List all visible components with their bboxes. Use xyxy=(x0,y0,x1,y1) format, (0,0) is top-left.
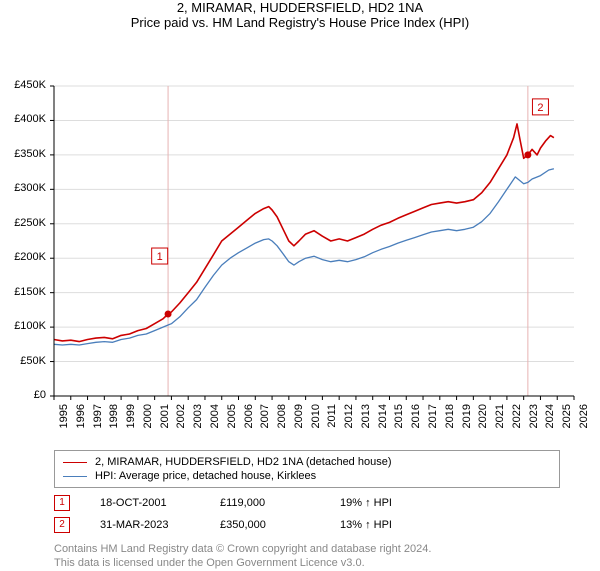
x-tick-label: 1998 xyxy=(108,404,120,434)
legend: 2, MIRAMAR, HUDDERSFIELD, HD2 1NA (detac… xyxy=(54,450,560,488)
x-tick-label: 1997 xyxy=(92,404,104,434)
x-tick-label: 2010 xyxy=(310,404,322,434)
y-tick-label: £350K xyxy=(0,148,46,160)
x-tick-label: 2020 xyxy=(477,404,489,434)
y-tick-label: £300K xyxy=(0,182,46,194)
chart-subtitle: Price paid vs. HM Land Registry's House … xyxy=(0,15,600,30)
x-tick-label: 2016 xyxy=(410,404,422,434)
x-tick-label: 2022 xyxy=(511,404,523,434)
y-tick-label: £450K xyxy=(0,79,46,91)
footnote-line: Contains HM Land Registry data © Crown c… xyxy=(54,542,560,556)
x-tick-label: 2015 xyxy=(393,404,405,434)
x-tick-label: 2000 xyxy=(142,404,154,434)
event-price: £119,000 xyxy=(220,497,310,509)
legend-item: 2, MIRAMAR, HUDDERSFIELD, HD2 1NA (detac… xyxy=(63,455,551,469)
legend-swatch xyxy=(63,476,87,477)
x-tick-label: 2018 xyxy=(444,404,456,434)
x-tick-label: 2017 xyxy=(427,404,439,434)
legend-item: HPI: Average price, detached house, Kirk… xyxy=(63,469,551,483)
x-tick-label: 2004 xyxy=(209,404,221,434)
y-tick-label: £0 xyxy=(0,389,46,401)
svg-text:2: 2 xyxy=(537,102,543,114)
footnote: Contains HM Land Registry data © Crown c… xyxy=(54,542,560,571)
x-tick-label: 2024 xyxy=(544,404,556,434)
legend-swatch xyxy=(63,462,87,463)
y-tick-label: £100K xyxy=(0,320,46,332)
x-tick-label: 2012 xyxy=(343,404,355,434)
y-tick-label: £250K xyxy=(0,217,46,229)
x-tick-label: 2013 xyxy=(360,404,372,434)
x-tick-label: 1995 xyxy=(58,404,70,434)
x-tick-label: 2005 xyxy=(226,404,238,434)
event-delta: 13% ↑ HPI xyxy=(340,519,430,531)
x-tick-label: 2021 xyxy=(494,404,506,434)
svg-text:1: 1 xyxy=(157,251,163,263)
x-tick-label: 2001 xyxy=(159,404,171,434)
x-tick-label: 2007 xyxy=(259,404,271,434)
x-tick-label: 2011 xyxy=(326,404,338,434)
x-tick-label: 2009 xyxy=(293,404,305,434)
event-marker: 2 xyxy=(54,517,70,533)
event-row: 2 31-MAR-2023 £350,000 13% ↑ HPI xyxy=(54,514,560,536)
x-tick-label: 2014 xyxy=(377,404,389,434)
y-tick-label: £50K xyxy=(0,355,46,367)
event-price: £350,000 xyxy=(220,519,310,531)
event-date: 18-OCT-2001 xyxy=(100,497,190,509)
event-marker: 1 xyxy=(54,495,70,511)
y-tick-label: £200K xyxy=(0,251,46,263)
event-delta: 19% ↑ HPI xyxy=(340,497,430,509)
legend-label: 2, MIRAMAR, HUDDERSFIELD, HD2 1NA (detac… xyxy=(95,456,392,468)
event-list: 1 18-OCT-2001 £119,000 19% ↑ HPI 2 31-MAR-202… xyxy=(54,492,560,536)
event-row: 1 18-OCT-2001 £119,000 19% ↑ HPI xyxy=(54,492,560,514)
event-date: 31-MAR-2023 xyxy=(100,519,190,531)
x-tick-label: 2008 xyxy=(276,404,288,434)
x-tick-label: 2026 xyxy=(578,404,590,434)
x-tick-label: 2002 xyxy=(175,404,187,434)
x-tick-label: 2003 xyxy=(192,404,204,434)
x-tick-label: 2023 xyxy=(528,404,540,434)
x-tick-label: 2006 xyxy=(243,404,255,434)
y-tick-label: £400K xyxy=(0,113,46,125)
x-tick-label: 2025 xyxy=(561,404,573,434)
chart-svg: 12 xyxy=(0,36,600,408)
x-tick-label: 1999 xyxy=(125,404,137,434)
y-tick-label: £150K xyxy=(0,286,46,298)
footnote-line: This data is licensed under the Open Gov… xyxy=(54,556,560,570)
chart-plot-wrap: 12 £0£50K£100K£150K£200K£250K£300K£350K£… xyxy=(0,36,600,444)
chart-title: 2, MIRAMAR, HUDDERSFIELD, HD2 1NA xyxy=(0,0,600,15)
chart-container: 2, MIRAMAR, HUDDERSFIELD, HD2 1NA Price … xyxy=(0,0,600,560)
x-tick-label: 2019 xyxy=(461,404,473,434)
x-tick-label: 1996 xyxy=(75,404,87,434)
legend-label: HPI: Average price, detached house, Kirk… xyxy=(95,470,316,482)
